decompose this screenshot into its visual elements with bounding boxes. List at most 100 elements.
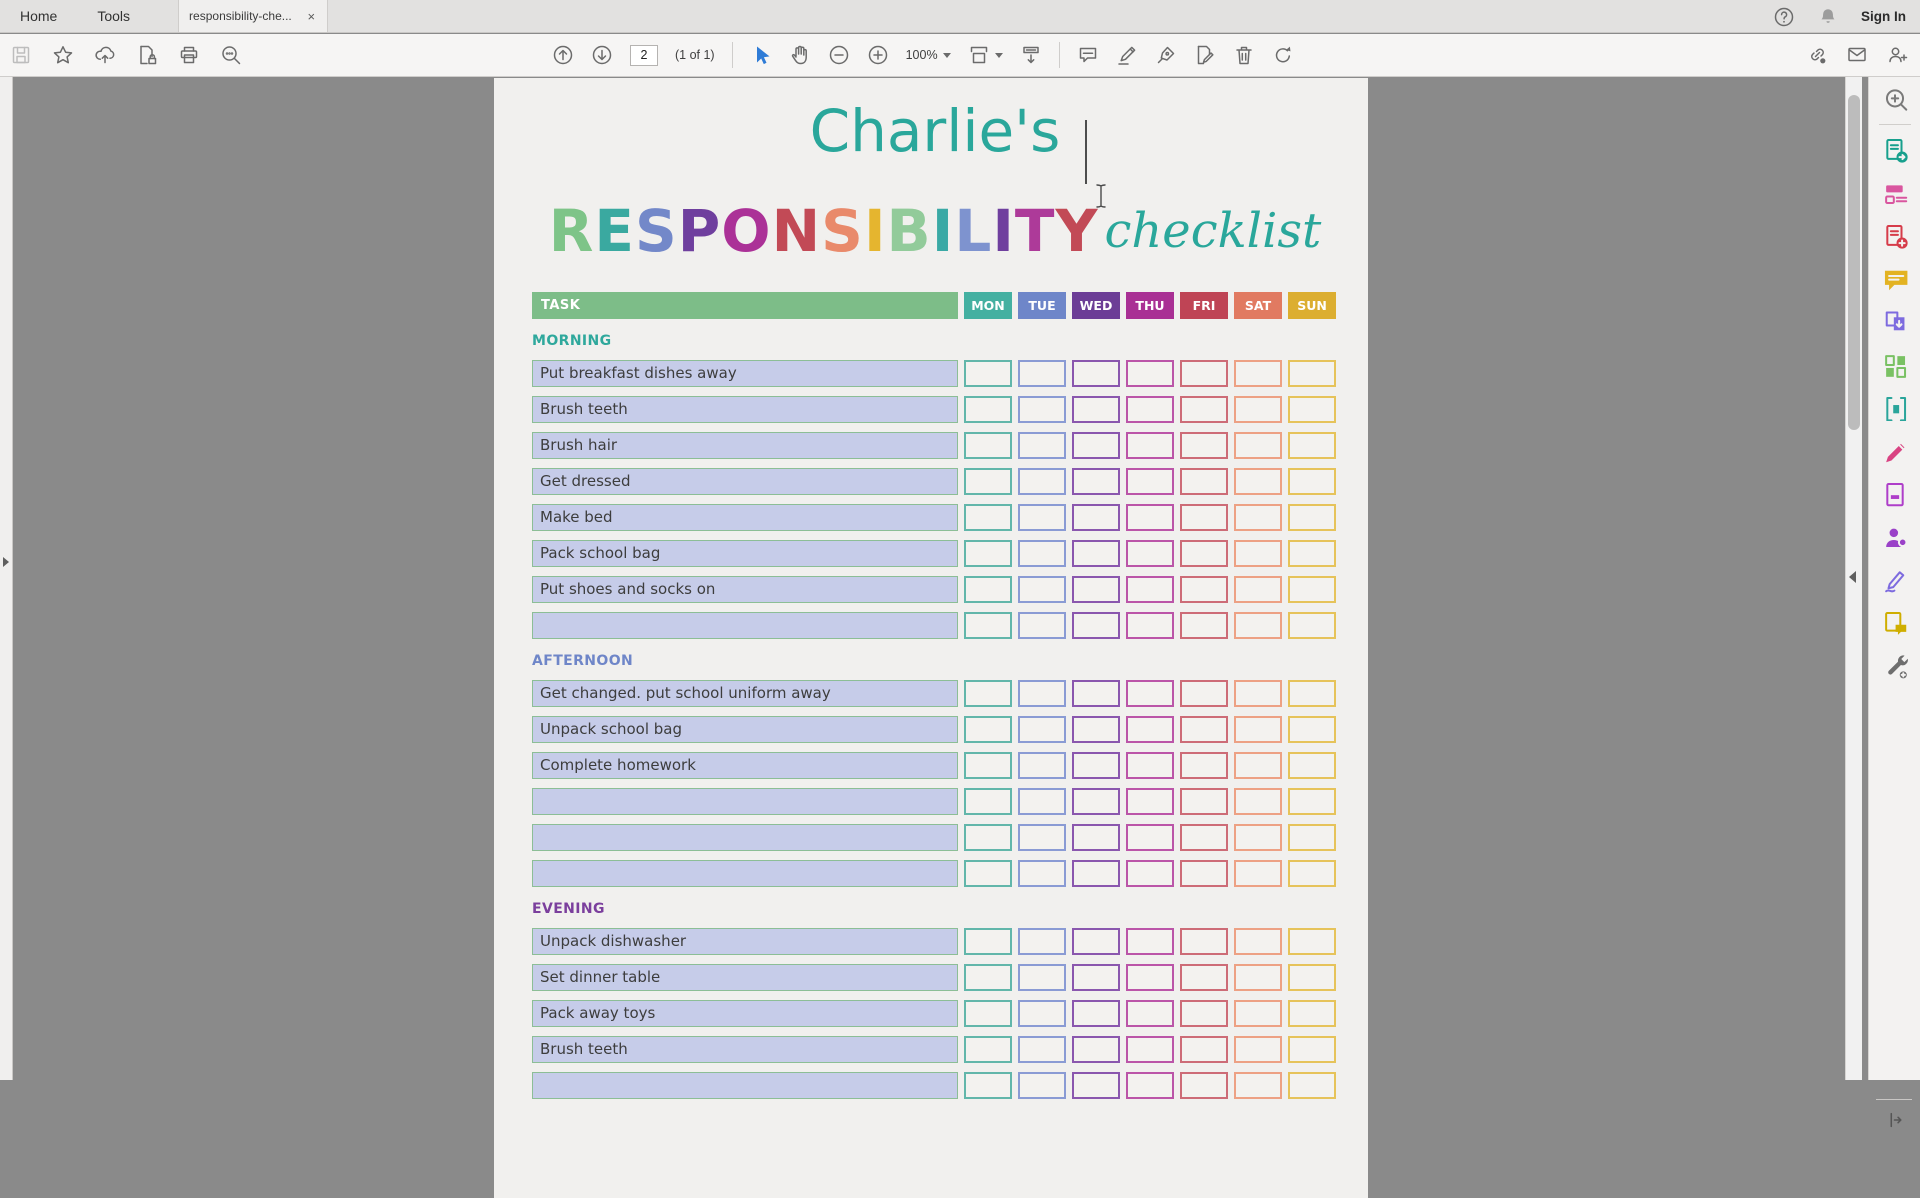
task-text-field[interactable]: Make bed — [532, 504, 958, 531]
day-checkbox[interactable] — [964, 576, 1012, 603]
day-checkbox[interactable] — [964, 752, 1012, 779]
day-checkbox[interactable] — [1234, 788, 1282, 815]
email-icon[interactable] — [1846, 44, 1868, 66]
organize-pages-icon[interactable] — [1881, 351, 1909, 379]
close-tab-icon[interactable]: × — [307, 8, 316, 24]
day-checkbox[interactable] — [1018, 716, 1066, 743]
left-panel-strip[interactable] — [0, 77, 13, 1080]
day-checkbox[interactable] — [1018, 1036, 1066, 1063]
share-with-people-icon[interactable] — [1886, 44, 1908, 66]
day-checkbox[interactable] — [1234, 396, 1282, 423]
day-checkbox[interactable] — [1126, 788, 1174, 815]
export-pdf-icon[interactable] — [1881, 136, 1909, 164]
page-fit-control[interactable] — [968, 44, 1003, 66]
task-text-field[interactable]: Brush hair — [532, 432, 958, 459]
task-text-field[interactable]: Pack away toys — [532, 1000, 958, 1027]
day-checkbox[interactable] — [1234, 468, 1282, 495]
day-checkbox[interactable] — [1072, 824, 1120, 851]
day-checkbox[interactable] — [1126, 716, 1174, 743]
day-checkbox[interactable] — [1072, 1072, 1120, 1099]
day-checkbox[interactable] — [1072, 396, 1120, 423]
comment-icon[interactable] — [1077, 44, 1099, 66]
day-checkbox[interactable] — [1180, 360, 1228, 387]
day-checkbox[interactable] — [1234, 1000, 1282, 1027]
day-checkbox[interactable] — [1018, 504, 1066, 531]
day-checkbox[interactable] — [1288, 504, 1336, 531]
upload-cloud-icon[interactable] — [94, 44, 116, 66]
day-checkbox[interactable] — [1072, 788, 1120, 815]
day-checkbox[interactable] — [1018, 680, 1066, 707]
day-checkbox[interactable] — [1126, 824, 1174, 851]
day-checkbox[interactable] — [1018, 788, 1066, 815]
day-checkbox[interactable] — [1288, 860, 1336, 887]
day-checkbox[interactable] — [1126, 860, 1174, 887]
fill-sign-pen-icon[interactable] — [1155, 44, 1177, 66]
day-checkbox[interactable] — [1072, 1000, 1120, 1027]
day-checkbox[interactable] — [1180, 432, 1228, 459]
task-text-field[interactable]: Unpack school bag — [532, 716, 958, 743]
day-checkbox[interactable] — [1234, 1036, 1282, 1063]
save-icon[interactable] — [10, 44, 32, 66]
redact-icon[interactable] — [1881, 480, 1909, 508]
task-text-field[interactable]: Set dinner table — [532, 964, 958, 991]
day-checkbox[interactable] — [964, 612, 1012, 639]
sign-in-button[interactable]: Sign In — [1861, 9, 1906, 24]
day-checkbox[interactable] — [964, 716, 1012, 743]
day-checkbox[interactable] — [1018, 468, 1066, 495]
compress-pdf-icon[interactable] — [1881, 394, 1909, 422]
next-page-button[interactable] — [591, 44, 613, 66]
highlighter-icon[interactable] — [1116, 44, 1138, 66]
day-checkbox[interactable] — [1234, 540, 1282, 567]
day-checkbox[interactable] — [1288, 396, 1336, 423]
day-checkbox[interactable] — [964, 680, 1012, 707]
day-checkbox[interactable] — [1018, 860, 1066, 887]
task-text-field[interactable] — [532, 1072, 958, 1099]
day-checkbox[interactable] — [964, 1036, 1012, 1063]
scroll-mode-icon[interactable] — [1020, 44, 1042, 66]
day-checkbox[interactable] — [1234, 576, 1282, 603]
comment-icon[interactable] — [1881, 265, 1909, 293]
scrollbar-thumb[interactable] — [1848, 95, 1860, 430]
day-checkbox[interactable] — [1126, 612, 1174, 639]
create-pdf-icon[interactable] — [1881, 222, 1909, 250]
day-checkbox[interactable] — [1072, 752, 1120, 779]
expand-tools-panel-icon[interactable] — [1884, 1110, 1904, 1135]
child-name-field[interactable]: Charlie's — [532, 96, 1338, 208]
zoom-in-icon[interactable] — [867, 44, 889, 66]
task-text-field[interactable]: Get dressed — [532, 468, 958, 495]
day-checkbox[interactable] — [1288, 752, 1336, 779]
protect-document-icon[interactable] — [136, 44, 158, 66]
day-checkbox[interactable] — [1180, 504, 1228, 531]
day-checkbox[interactable] — [1072, 432, 1120, 459]
sign-certificates-icon[interactable] — [1881, 566, 1909, 594]
day-checkbox[interactable] — [964, 396, 1012, 423]
day-checkbox[interactable] — [1288, 468, 1336, 495]
day-checkbox[interactable] — [1234, 680, 1282, 707]
rail-search-icon[interactable] — [1881, 85, 1909, 113]
day-checkbox[interactable] — [1126, 680, 1174, 707]
day-checkbox[interactable] — [1018, 928, 1066, 955]
day-checkbox[interactable] — [1288, 1036, 1336, 1063]
day-checkbox[interactable] — [964, 540, 1012, 567]
day-checkbox[interactable] — [1234, 928, 1282, 955]
delete-icon[interactable] — [1233, 44, 1255, 66]
day-checkbox[interactable] — [1126, 928, 1174, 955]
day-checkbox[interactable] — [1288, 928, 1336, 955]
day-checkbox[interactable] — [1126, 1072, 1174, 1099]
hand-tool-icon[interactable] — [789, 44, 811, 66]
day-checkbox[interactable] — [1072, 1036, 1120, 1063]
day-checkbox[interactable] — [964, 360, 1012, 387]
day-checkbox[interactable] — [1126, 540, 1174, 567]
find-icon[interactable] — [220, 44, 242, 66]
task-text-field[interactable]: Complete homework — [532, 752, 958, 779]
more-tools-icon[interactable] — [1881, 652, 1909, 680]
document-tab[interactable]: responsibility-che... × — [178, 0, 329, 32]
request-signatures-icon[interactable] — [1881, 523, 1909, 551]
day-checkbox[interactable] — [1126, 360, 1174, 387]
day-checkbox[interactable] — [1126, 432, 1174, 459]
day-checkbox[interactable] — [1288, 964, 1336, 991]
day-checkbox[interactable] — [1180, 468, 1228, 495]
day-checkbox[interactable] — [964, 964, 1012, 991]
day-checkbox[interactable] — [1072, 964, 1120, 991]
collapse-right-panel-icon[interactable] — [1849, 571, 1856, 583]
